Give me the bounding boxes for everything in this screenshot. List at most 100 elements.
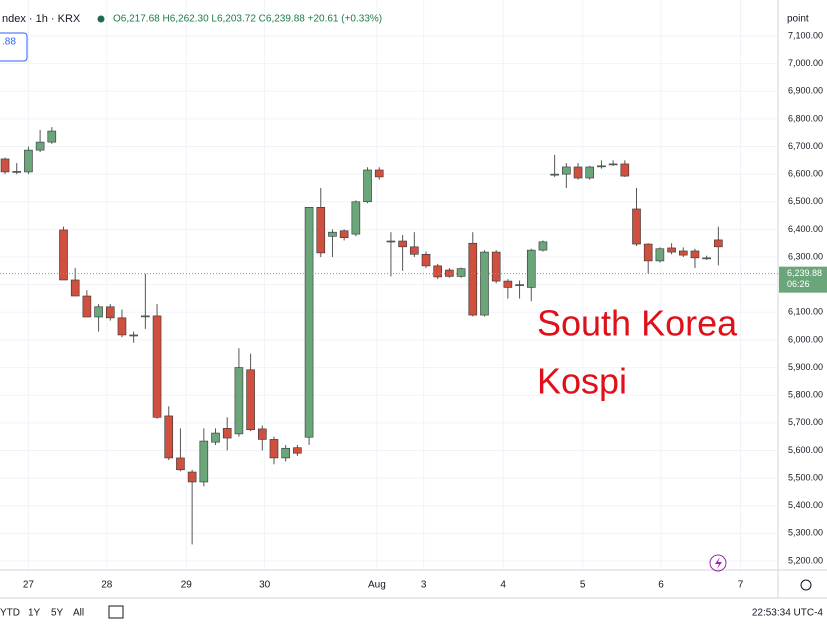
candle-body [678, 250, 688, 256]
y-tick-label: 6,900.00 [788, 86, 823, 96]
candle-body [515, 284, 524, 286]
candle-body [562, 166, 571, 175]
candle-body [538, 241, 548, 251]
last-price-label: 6,239.88 [787, 268, 822, 278]
candle-body [410, 246, 419, 255]
y-tick-label: 5,400.00 [788, 500, 823, 510]
candle-body [398, 240, 407, 248]
candle-body [117, 317, 127, 336]
candle-body [445, 269, 454, 277]
axis-unit: point [787, 14, 809, 25]
x-tick-label: 27 [23, 580, 35, 591]
candle-body [374, 169, 384, 178]
candle-body [328, 231, 337, 237]
event-icon[interactable] [709, 554, 727, 572]
candle-body [199, 440, 209, 483]
candle-body [222, 428, 232, 439]
ohlc: O6,217.68 H6,262.30 L6,203.72 C6,239.88 … [113, 14, 382, 25]
y-tick-label: 6,800.00 [788, 113, 823, 123]
candle-body [491, 251, 501, 282]
y-tick-label: 7,100.00 [788, 30, 823, 40]
candle-body [480, 251, 489, 316]
candle-body [667, 247, 676, 253]
countdown: 06:26 [787, 279, 810, 289]
symbol: ndex · 1h · KRX [2, 13, 81, 25]
candle-body [12, 171, 22, 173]
grid [0, 0, 778, 570]
y-tick-label: 7,000.00 [788, 58, 823, 68]
x-tick-label: 5 [580, 580, 586, 591]
candle-body [24, 149, 33, 173]
settings-icon[interactable] [800, 579, 812, 591]
legend-box [0, 32, 28, 62]
status-dot [97, 15, 105, 23]
candle-body [550, 173, 559, 176]
range-button[interactable]: 5Y [51, 608, 64, 619]
y-tick-label: 5,600.00 [788, 445, 823, 455]
candle-body [281, 447, 290, 459]
range-button[interactable]: 1Y [28, 608, 41, 619]
y-tick-label: 5,200.00 [788, 555, 823, 565]
candle-body [363, 169, 372, 203]
range-button[interactable]: All [73, 608, 84, 619]
candle-body [105, 306, 115, 319]
candle-body [643, 243, 653, 262]
candle-body [386, 240, 396, 243]
candle-body [585, 166, 595, 179]
candle-body [70, 279, 80, 297]
candle-body [526, 249, 536, 288]
candle-body [597, 165, 606, 168]
candle-body [47, 130, 57, 143]
candle-body [35, 141, 45, 151]
candle-body [94, 306, 103, 318]
candle-body [82, 295, 92, 318]
candle-body [59, 229, 68, 281]
candle-body [187, 471, 197, 483]
date-range-icon[interactable] [108, 605, 124, 619]
candle-body [141, 315, 150, 318]
candle-body [0, 158, 10, 173]
toolbar: YTD 1Y 5Y All 22:53:34 UTC-4 [0, 605, 824, 619]
candle-body [468, 242, 478, 316]
candle-body [269, 439, 279, 459]
candle-body [573, 166, 583, 179]
y-tick-label: 5,500.00 [788, 472, 823, 482]
y-tick-label: 5,700.00 [788, 417, 823, 427]
candle-body [176, 457, 185, 471]
x-tick-label: 30 [259, 580, 271, 591]
x-tick-label: 28 [101, 580, 113, 591]
y-tick-label: 6,700.00 [788, 141, 823, 151]
y-tick-label: 5,900.00 [788, 362, 823, 372]
clock: 22:53:34 UTC-4 [752, 608, 824, 619]
candle-body [351, 201, 361, 235]
y-tick-label: 6,500.00 [788, 196, 823, 206]
y-tick-label: 6,400.00 [788, 224, 823, 234]
y-tick-label: 6,600.00 [788, 169, 823, 179]
x-tick-label: 4 [500, 580, 506, 591]
candle-body [257, 428, 267, 440]
range-button[interactable]: YTD [0, 608, 20, 619]
y-tick-label: 6,100.00 [788, 307, 823, 317]
annotation: Kospi [537, 361, 627, 402]
candle-body [608, 163, 618, 166]
candle-body [456, 268, 466, 277]
candle-body [714, 239, 723, 248]
candle-body [503, 280, 513, 288]
y-tick-label: 6,300.00 [788, 251, 823, 261]
x-tick-label: 7 [738, 580, 744, 591]
candle-body [339, 230, 349, 239]
x-tick-label: 6 [658, 580, 664, 591]
candle-body [433, 265, 443, 278]
candle-body [234, 367, 244, 435]
y-tick-label: 6,000.00 [788, 334, 823, 344]
candle-body [246, 369, 255, 431]
last-price-tag [779, 266, 827, 293]
annotation: South Korea [537, 303, 738, 344]
candle-body [702, 257, 711, 260]
candle-body [211, 432, 220, 443]
y-tick-label: 5,800.00 [788, 390, 823, 400]
x-tick-label: 29 [181, 580, 193, 591]
candle-body [655, 248, 665, 262]
